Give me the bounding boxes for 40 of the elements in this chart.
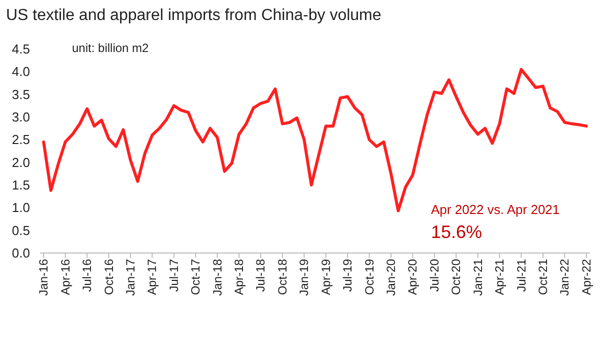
x-tick-label: Apr-18 [232, 258, 246, 296]
chart-title: US textile and apparel imports from China-by volume [6, 7, 382, 24]
x-tick-label: Oct-19 [362, 258, 376, 296]
x-tick-label: Jan-22 [558, 258, 572, 296]
x-tick-label: Oct-17 [188, 258, 203, 296]
x-tick-label: Jan-16 [36, 258, 51, 296]
y-tick-label: 2.5 [12, 132, 30, 148]
x-tick-label: Jul-17 [166, 258, 181, 292]
annotation: unit: billion m2 [72, 41, 150, 55]
x-tick-label: Apr-22 [579, 258, 594, 296]
x-tick-label: Jan-18 [210, 258, 224, 296]
x-tick-label: Oct-16 [102, 258, 116, 296]
x-tick-label: Jan-17 [123, 258, 138, 296]
annotation: 15.6% [431, 222, 482, 242]
y-tick-label: 0.5 [12, 222, 30, 238]
y-tick-label: 3.0 [12, 110, 30, 125]
x-tick-label: Oct-20 [449, 258, 464, 296]
x-tick-label: Oct-21 [536, 258, 550, 296]
x-tick-label: Jul-20 [427, 258, 442, 292]
x-tick-label: Jan-20 [384, 258, 398, 296]
annotation: Apr 2022 vs. Apr 2021 [431, 202, 560, 217]
y-tick-label: 4.0 [12, 64, 30, 80]
x-tick-label: Apr-20 [406, 258, 420, 296]
x-tick-label: Jan-21 [470, 258, 485, 296]
x-tick-label: Apr-19 [318, 258, 333, 296]
x-tick-label: Apr-17 [145, 258, 160, 296]
y-tick-label: 4.5 [12, 42, 30, 57]
y-tick-label: 3.5 [12, 86, 30, 102]
y-tick-label: 2.0 [12, 154, 30, 170]
x-tick-label: Jul-18 [254, 258, 268, 292]
x-tick-label: Apr-16 [58, 258, 72, 296]
x-tick-label: Oct-18 [275, 258, 290, 296]
x-tick-label: Jul-21 [514, 258, 528, 292]
x-tick-label: Jul-19 [340, 258, 355, 292]
x-tick-label: Apr-21 [492, 258, 507, 296]
y-tick-label: 0.0 [12, 246, 30, 261]
x-tick-label: Jan-19 [297, 258, 312, 296]
y-tick-label: 1.5 [12, 178, 30, 193]
y-tick-label: 1.0 [12, 200, 30, 216]
x-tick-label: Jul-16 [80, 258, 94, 292]
